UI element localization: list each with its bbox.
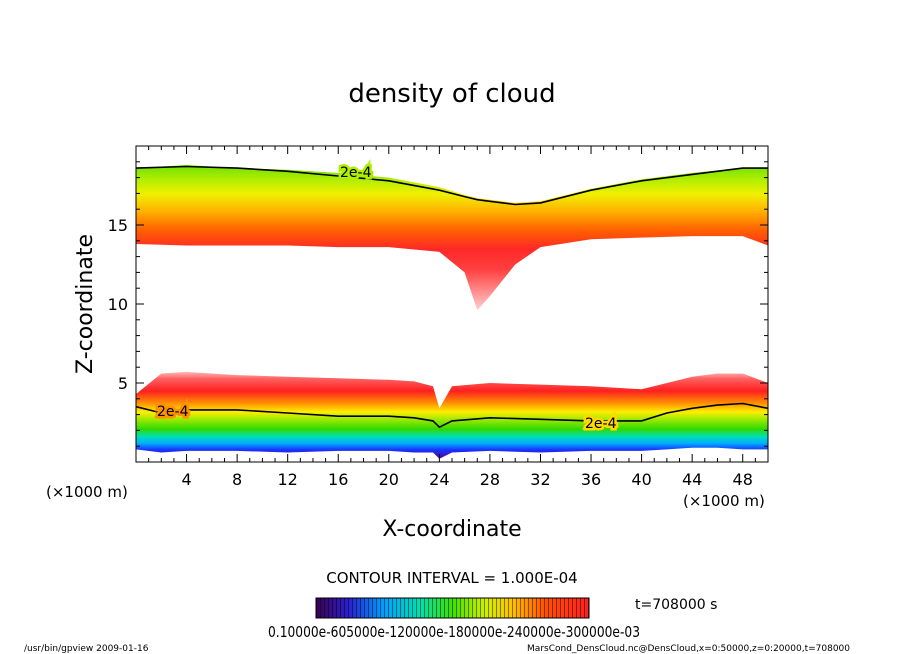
y-tick-label: 15	[108, 216, 128, 235]
x-tick-label: 48	[733, 470, 753, 489]
colorbar	[315, 597, 590, 619]
y-axis-label: Z-coordinate	[73, 234, 98, 374]
footer-left: /usr/bin/gpview 2009-01-16	[24, 644, 149, 654]
x-tick-label: 44	[682, 470, 702, 489]
contour-label-upper: 2e-4	[340, 165, 372, 181]
x-tick-label: 20	[379, 470, 399, 489]
lower-contour-line	[136, 402, 768, 429]
time-label: t=708000 s	[635, 597, 717, 613]
x-tick-label: 40	[631, 470, 651, 489]
colorbar-tick-labels: 0.10000e-605000e-120000e-180000e-240000e…	[268, 623, 640, 641]
x-unit-right: (×1000 m)	[683, 492, 765, 510]
y-axis: 5 10 15	[108, 161, 768, 447]
x-axis-label: X-coordinate	[382, 517, 521, 542]
chart-title: density of cloud	[348, 79, 555, 109]
x-tick-label: 32	[530, 470, 550, 489]
x-unit-left: (×1000 m)	[46, 483, 128, 501]
contour-label-lower-right: 2e-4	[585, 416, 617, 432]
upper-cloud-layer	[136, 165, 768, 311]
upper-contour-line	[136, 165, 768, 206]
lower-cloud-layer	[136, 371, 768, 459]
x-axis: 4 8 12 16 20 24 28 32 36 40 44 48	[148, 146, 756, 489]
y-tick-label: 5	[118, 374, 128, 393]
x-tick-label: 24	[429, 470, 449, 489]
footer-right: MarsCond_DensCloud.nc@DensCloud,x=0:5000…	[527, 644, 850, 654]
contour-label-lower-left: 2e-4	[157, 404, 189, 420]
x-tick-label: 28	[480, 470, 500, 489]
contour-interval-text: CONTOUR INTERVAL = 1.000E-04	[326, 569, 577, 587]
x-tick-label: 4	[181, 470, 191, 489]
x-tick-label: 16	[328, 470, 348, 489]
x-tick-label: 12	[278, 470, 298, 489]
x-tick-label: 8	[232, 470, 242, 489]
x-tick-label: 36	[581, 470, 601, 489]
y-tick-label: 10	[108, 295, 128, 314]
